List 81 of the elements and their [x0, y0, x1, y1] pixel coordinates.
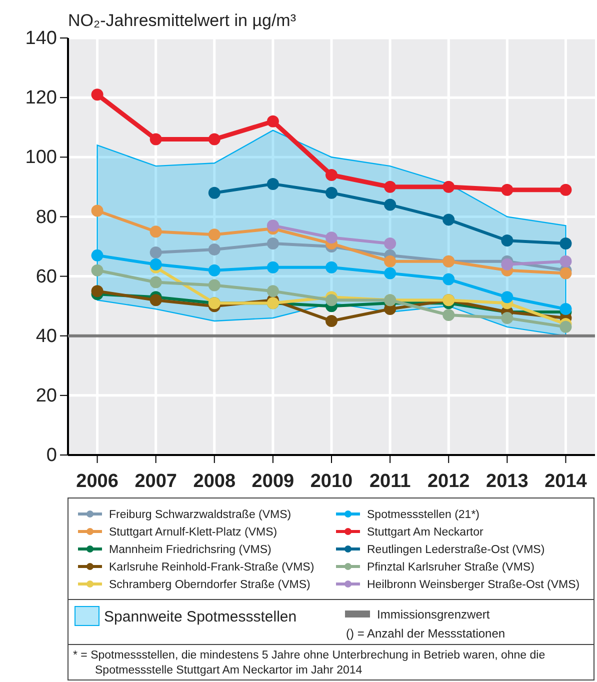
point	[384, 198, 396, 211]
point	[442, 180, 455, 193]
point	[501, 184, 514, 196]
point	[326, 294, 338, 306]
x-tick-label: 2012	[427, 470, 470, 492]
point	[266, 115, 279, 128]
point	[266, 178, 279, 190]
point	[560, 303, 572, 316]
point	[384, 255, 396, 268]
point	[150, 294, 162, 306]
legend-label: Immissionsgrenzwert	[377, 608, 490, 622]
x-tick-label: 2014	[544, 470, 588, 492]
text: * = Spotmessstellen, die mindestens 5 Jahre ohne Unterbrechung in Betrieb waren, ohne die Spotmessstelle Stuttgart Am Neckartor im Jahr 2014	[73, 650, 546, 676]
point	[501, 234, 514, 247]
y-tick-label: 40	[36, 326, 57, 347]
y-tick-label: 80	[36, 206, 57, 228]
legend-label: Reutlingen Lederstraße-Ost (VMS)	[367, 544, 545, 556]
point	[150, 133, 162, 146]
point	[560, 184, 572, 196]
x-tick-label: 2010	[310, 470, 353, 492]
point	[208, 279, 220, 292]
legend-label: Stuttgart Am Neckartor	[367, 526, 484, 538]
chart-title: NO₂-Jahresmittelwert in µg/m³	[68, 11, 296, 30]
y-tick-label: 60	[36, 266, 57, 288]
point	[326, 261, 338, 274]
x-tick-label: 2008	[193, 470, 236, 492]
point	[91, 249, 104, 262]
y-tick-label: 20	[36, 386, 57, 407]
point	[326, 314, 338, 327]
point	[91, 204, 104, 217]
point	[150, 246, 162, 258]
x-tick-label: 2009	[252, 470, 294, 492]
point	[208, 186, 220, 199]
point	[266, 238, 279, 250]
point	[266, 220, 279, 232]
point	[442, 273, 455, 286]
point	[208, 243, 220, 256]
point	[501, 258, 514, 270]
x-tick-label: 2013	[486, 470, 528, 492]
text: Spannweite Spotmessstellen	[104, 608, 297, 626]
point	[91, 285, 104, 298]
point	[91, 88, 104, 101]
point	[91, 264, 104, 276]
point	[384, 267, 396, 280]
legend-label: Heilbronn Weinsberger Straße-Ost (VMS)	[367, 579, 580, 591]
x-tick-label: 2006	[76, 470, 118, 492]
legend-label: Stuttgart Arnulf-Klett-Platz (VMS)	[109, 526, 278, 538]
text: () = Anzahl der Messstationen	[346, 626, 506, 640]
point	[150, 276, 162, 288]
y-tick-label: 0	[46, 445, 57, 466]
point	[208, 133, 220, 146]
point	[266, 261, 279, 274]
point	[208, 228, 220, 241]
point	[326, 169, 338, 182]
legend-label: Schramberg Oberndorfer Straße (VMS)	[109, 579, 310, 591]
point	[384, 238, 396, 250]
legend-label: Karlsruhe Reinhold-Frank-Straße (VMS)	[109, 562, 314, 574]
point	[266, 285, 279, 298]
y-tick-label: 100	[25, 147, 57, 168]
point	[501, 291, 514, 304]
y-tick-label: 120	[25, 88, 57, 109]
legend-label: Mannheim Friedrichsring (VMS)	[109, 544, 272, 556]
point	[326, 186, 338, 199]
point	[326, 232, 338, 244]
x-tick-label: 2007	[134, 470, 177, 492]
point	[150, 258, 162, 270]
point	[442, 214, 455, 226]
x-tick-label: 2011	[369, 470, 412, 492]
point	[442, 309, 455, 322]
point	[560, 255, 572, 268]
point	[501, 312, 514, 324]
y-tick-label: 140	[25, 28, 57, 50]
point	[208, 264, 220, 276]
point	[384, 180, 396, 193]
point	[560, 267, 572, 280]
point	[560, 238, 572, 250]
point	[560, 320, 572, 333]
legend-label: Freiburg Schwarzwaldstraße (VMS)	[109, 509, 292, 521]
legend-label: Pfinztal Karlsruher Straße (VMS)	[367, 562, 535, 574]
legend-label: Spotmessstellen (21*)	[367, 509, 480, 521]
point	[150, 226, 162, 238]
